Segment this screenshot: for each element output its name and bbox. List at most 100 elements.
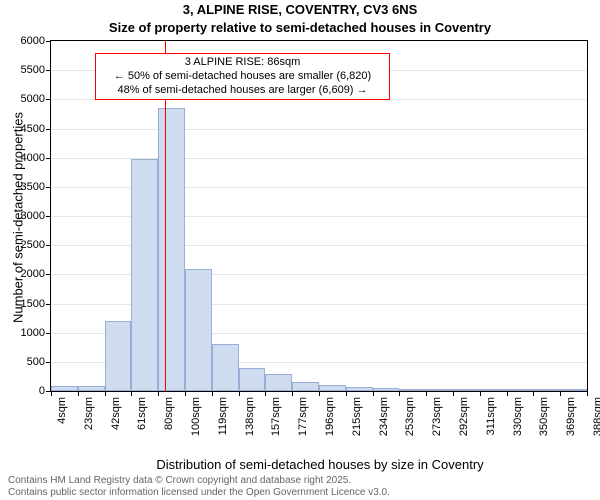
histogram-bar [560, 389, 587, 391]
ytick-label: 1500 [21, 298, 45, 310]
xtick-label: 4sqm [56, 397, 68, 424]
xtick-mark [480, 391, 481, 396]
xtick-mark [319, 391, 320, 396]
xtick-label: 23sqm [83, 397, 95, 430]
histogram-bar [507, 389, 534, 391]
xtick-mark [131, 391, 132, 396]
xtick-label: 273sqm [431, 397, 443, 436]
histogram-bar [346, 387, 373, 391]
histogram-bar [426, 389, 453, 391]
xtick-mark [212, 391, 213, 396]
histogram-bar [453, 389, 480, 391]
xtick-label: 253sqm [404, 397, 416, 436]
ytick-mark [46, 158, 51, 159]
histogram-bar [239, 368, 266, 391]
histogram-bar [212, 344, 239, 391]
xtick-label: 42sqm [110, 397, 122, 430]
xtick-mark [507, 391, 508, 396]
xtick-label: 61sqm [136, 397, 148, 430]
xtick-mark [533, 391, 534, 396]
xtick-mark [453, 391, 454, 396]
ytick-label: 3500 [21, 181, 45, 193]
ytick-mark [46, 99, 51, 100]
xtick-label: 234sqm [378, 397, 390, 436]
xtick-mark [158, 391, 159, 396]
histogram-bar [105, 321, 132, 391]
ytick-label: 4500 [21, 123, 45, 135]
xtick-mark [399, 391, 400, 396]
xtick-mark [185, 391, 186, 396]
histogram-bar [373, 388, 400, 392]
xtick-label: 292sqm [458, 397, 470, 436]
callout-line: ← 50% of semi-detached houses are smalle… [100, 70, 385, 84]
ytick-mark [46, 333, 51, 334]
ytick-mark [46, 187, 51, 188]
ytick-mark [46, 362, 51, 363]
ytick-label: 3000 [21, 210, 45, 222]
ytick-mark [46, 70, 51, 71]
xtick-label: 100sqm [190, 397, 202, 436]
ytick-mark [46, 274, 51, 275]
ytick-mark [46, 245, 51, 246]
xtick-mark [346, 391, 347, 396]
xtick-mark [426, 391, 427, 396]
xtick-label: 138sqm [244, 397, 256, 436]
ytick-label: 0 [39, 385, 45, 397]
ytick-label: 2000 [21, 268, 45, 280]
ytick-mark [46, 41, 51, 42]
xtick-mark [373, 391, 374, 396]
ytick-label: 5000 [21, 93, 45, 105]
histogram-bar [319, 385, 346, 391]
ytick-label: 1000 [21, 327, 45, 339]
xtick-label: 177sqm [297, 397, 309, 436]
histogram-bar [533, 389, 560, 391]
ytick-mark [46, 129, 51, 130]
footer-line1: Contains HM Land Registry data © Crown c… [8, 475, 390, 487]
histogram-bar [399, 389, 426, 391]
gridline-h [51, 129, 587, 130]
xtick-label: 350sqm [538, 397, 550, 436]
x-axis-label: Distribution of semi-detached houses by … [50, 457, 590, 472]
histogram-bar [292, 382, 319, 391]
xtick-label: 369sqm [565, 397, 577, 436]
footer-attribution: Contains HM Land Registry data © Crown c… [8, 475, 390, 499]
ytick-mark [46, 304, 51, 305]
histogram-bar [265, 374, 292, 392]
chart-title-line2: Size of property relative to semi-detach… [0, 20, 600, 35]
xtick-label: 388sqm [592, 397, 600, 436]
callout-box: 3 ALPINE RISE: 86sqm← 50% of semi-detach… [95, 53, 390, 100]
xtick-mark [239, 391, 240, 396]
xtick-mark [105, 391, 106, 396]
xtick-mark [78, 391, 79, 396]
ytick-label: 2500 [21, 239, 45, 251]
callout-line: 3 ALPINE RISE: 86sqm [100, 56, 385, 70]
ytick-label: 500 [27, 356, 45, 368]
ytick-mark [46, 216, 51, 217]
xtick-mark [51, 391, 52, 396]
xtick-label: 215sqm [351, 397, 363, 436]
ytick-label: 6000 [21, 35, 45, 47]
xtick-mark [265, 391, 266, 396]
footer-line2: Contains public sector information licen… [8, 487, 390, 499]
histogram-bar [78, 386, 105, 391]
histogram-chart: 3, ALPINE RISE, COVENTRY, CV3 6NS Size o… [0, 0, 600, 500]
plot-area: 0500100015002000250030003500400045005000… [50, 40, 588, 392]
callout-line: 48% of semi-detached houses are larger (… [100, 84, 385, 98]
xtick-label: 330sqm [512, 397, 524, 436]
xtick-label: 119sqm [217, 397, 229, 435]
histogram-bar [158, 108, 185, 391]
histogram-bar [480, 389, 507, 391]
xtick-label: 157sqm [270, 397, 282, 436]
xtick-mark [560, 391, 561, 396]
xtick-label: 311sqm [485, 397, 497, 435]
xtick-mark [587, 391, 588, 396]
xtick-label: 80sqm [163, 397, 175, 430]
xtick-label: 196sqm [324, 397, 336, 436]
xtick-mark [292, 391, 293, 396]
histogram-bar [131, 159, 158, 391]
ytick-label: 4000 [21, 152, 45, 164]
histogram-bar [185, 269, 212, 392]
histogram-bar [51, 386, 78, 391]
ytick-label: 5500 [21, 64, 45, 76]
chart-title-line1: 3, ALPINE RISE, COVENTRY, CV3 6NS [0, 2, 600, 17]
